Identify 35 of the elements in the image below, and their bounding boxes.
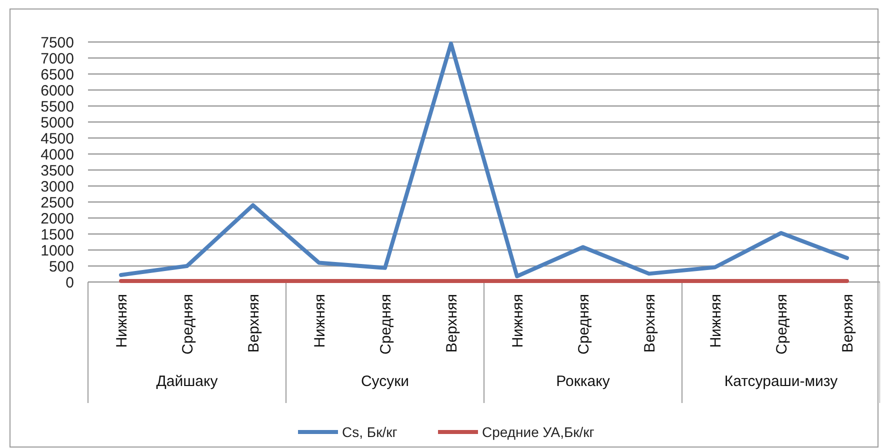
x-tick-label: Верхняя — [641, 294, 658, 353]
text: Роккаку — [556, 373, 610, 390]
y-tick-label: 500 — [48, 258, 74, 276]
line-series — [119, 42, 849, 278]
y-tick-label: 3500 — [40, 162, 74, 180]
y-tick-label: 4000 — [40, 146, 74, 164]
legend-label: Cs, Бк/кг — [342, 424, 398, 440]
y-tick-label: 4500 — [40, 130, 74, 148]
x-tick-label: Нижняя — [509, 294, 526, 348]
y-tick-label: 3000 — [40, 178, 74, 196]
x-tick-label: Нижняя — [311, 294, 328, 348]
y-tick-label: 2000 — [40, 210, 74, 228]
x-tick-label: Средняя — [377, 294, 394, 354]
x-tick-label: Нижняя — [113, 294, 130, 348]
x-tick-label: Средняя — [575, 294, 592, 354]
x-tick-label: Средняя — [773, 294, 790, 354]
text: Дайшаку — [156, 373, 218, 390]
x-tick-label: Верхняя — [839, 294, 856, 353]
text: Катсураши-мизу — [724, 373, 838, 390]
y-tick-label: 6000 — [40, 82, 74, 100]
y-tick-label: 1000 — [40, 242, 74, 260]
x-tick-label: Верхняя — [245, 294, 262, 353]
y-tick-label: 7500 — [40, 34, 74, 52]
y-tick-label: 5500 — [40, 98, 74, 116]
x-tick-label: Нижняя — [707, 294, 724, 348]
y-tick-label: 0 — [66, 274, 74, 292]
y-tick-label: 7000 — [40, 50, 74, 68]
y-tick-label: 2500 — [40, 194, 74, 212]
text: Сусуки — [360, 373, 410, 390]
y-tick-label: 6500 — [40, 66, 74, 84]
x-tick-label: Средняя — [179, 294, 196, 354]
y-tick-label: 1500 — [40, 226, 74, 244]
y-tick-label: 5000 — [40, 114, 74, 132]
legend-label: Средние УА,Бк/кг — [482, 424, 594, 440]
x-tick-label: Верхняя — [443, 294, 460, 353]
